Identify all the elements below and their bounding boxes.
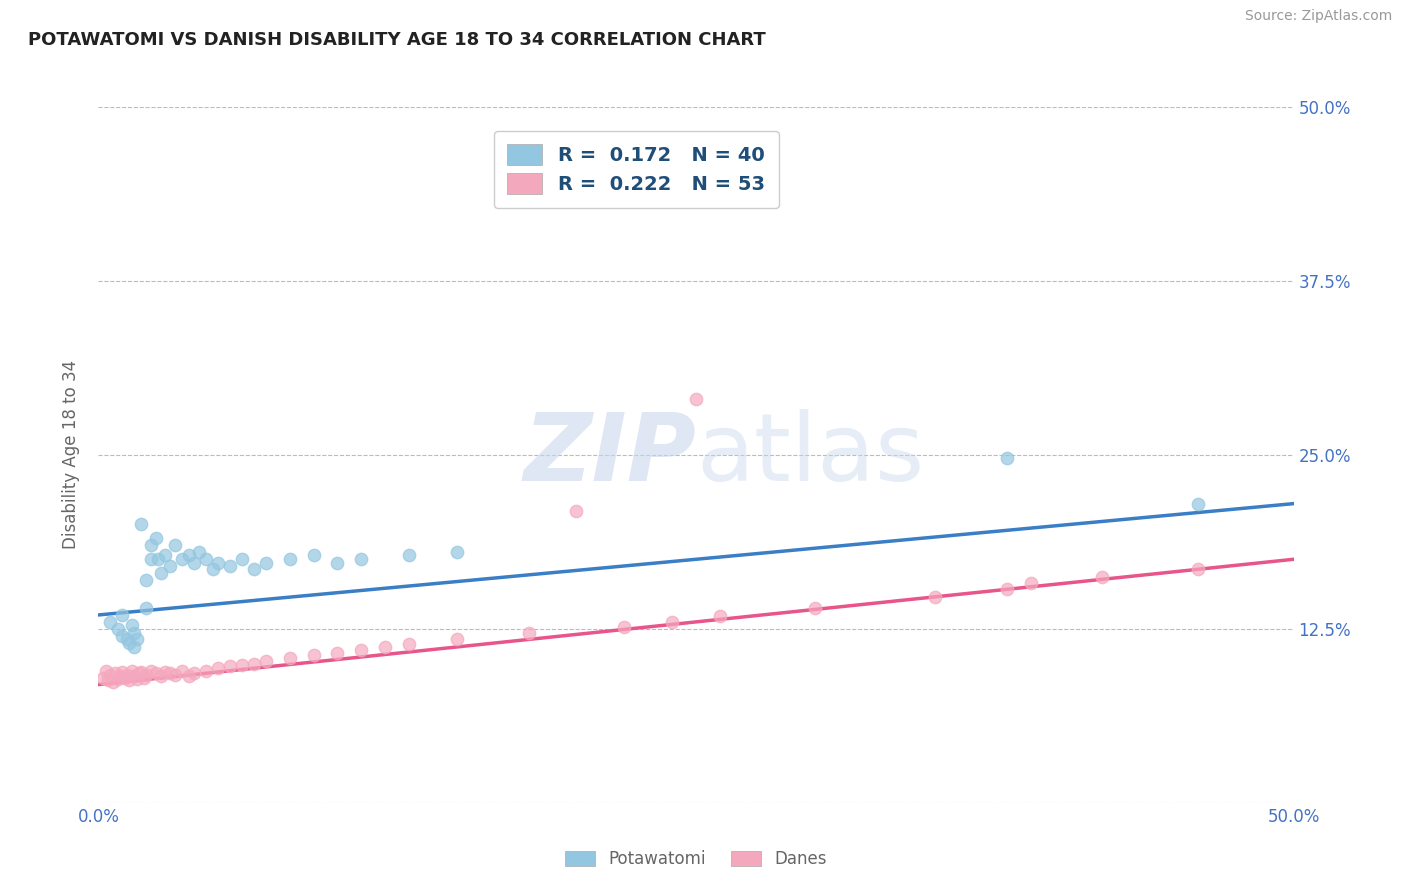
- Point: [159, 559, 181, 574]
- Point: [135, 573, 157, 587]
- Point: [125, 632, 148, 646]
- Point: [97, 673, 120, 688]
- Point: [118, 673, 141, 688]
- Point: [163, 667, 186, 681]
- Point: [1187, 562, 1209, 576]
- Point: [98, 615, 122, 629]
- Point: [709, 609, 731, 624]
- Point: [104, 666, 127, 681]
- Point: [91, 671, 114, 685]
- Point: [145, 666, 167, 681]
- Point: [121, 664, 143, 678]
- Point: [302, 548, 325, 562]
- Point: [302, 648, 325, 663]
- Point: [446, 632, 468, 646]
- Point: [159, 666, 181, 681]
- Point: [326, 557, 349, 571]
- Point: [115, 667, 138, 681]
- Point: [1187, 497, 1209, 511]
- Point: [278, 552, 301, 566]
- Text: POTAWATOMI VS DANISH DISABILITY AGE 18 TO 34 CORRELATION CHART: POTAWATOMI VS DANISH DISABILITY AGE 18 T…: [28, 31, 766, 49]
- Point: [350, 552, 373, 566]
- Point: [231, 552, 253, 566]
- Point: [111, 629, 134, 643]
- Point: [111, 607, 134, 622]
- Point: [995, 450, 1018, 465]
- Point: [374, 640, 396, 654]
- Point: [243, 657, 266, 671]
- Point: [804, 601, 827, 615]
- Point: [517, 626, 540, 640]
- Point: [107, 672, 129, 686]
- Point: [179, 669, 201, 683]
- Point: [243, 562, 266, 576]
- Point: [125, 672, 148, 686]
- Point: [995, 582, 1018, 596]
- Point: [149, 669, 172, 683]
- Point: [111, 665, 134, 679]
- Point: [132, 671, 155, 685]
- Point: [101, 674, 124, 689]
- Point: [139, 552, 162, 566]
- Point: [194, 664, 218, 678]
- Point: [924, 590, 946, 604]
- Point: [131, 665, 153, 679]
- Point: [231, 658, 253, 673]
- Point: [148, 552, 170, 566]
- Point: [94, 664, 117, 678]
- Point: [135, 667, 157, 681]
- Point: [1019, 576, 1042, 591]
- Point: [107, 622, 129, 636]
- Point: [685, 392, 707, 407]
- Point: [118, 636, 141, 650]
- Point: [131, 517, 153, 532]
- Point: [398, 548, 420, 562]
- Point: [172, 552, 194, 566]
- Point: [326, 646, 349, 660]
- Point: [254, 654, 277, 668]
- Point: [124, 626, 146, 640]
- Point: [121, 617, 143, 632]
- Point: [219, 659, 242, 673]
- Point: [207, 557, 229, 571]
- Point: [187, 545, 209, 559]
- Point: [172, 664, 194, 678]
- Text: atlas: atlas: [696, 409, 924, 501]
- Point: [446, 545, 468, 559]
- Point: [124, 640, 146, 654]
- Point: [254, 557, 277, 571]
- Point: [219, 559, 242, 574]
- Point: [124, 669, 146, 683]
- Point: [139, 538, 162, 552]
- Point: [98, 667, 122, 681]
- Point: [398, 637, 420, 651]
- Point: [145, 532, 167, 546]
- Y-axis label: Disability Age 18 to 34: Disability Age 18 to 34: [62, 360, 80, 549]
- Point: [149, 566, 172, 581]
- Point: [135, 601, 157, 615]
- Point: [114, 671, 136, 685]
- Legend: Potawatomi, Danes: Potawatomi, Danes: [558, 843, 834, 874]
- Point: [108, 669, 131, 683]
- Point: [115, 632, 138, 646]
- Point: [202, 562, 225, 576]
- Point: [1091, 570, 1114, 584]
- Point: [139, 664, 162, 678]
- Point: [183, 666, 205, 681]
- Point: [183, 557, 205, 571]
- Point: [661, 615, 683, 629]
- Point: [155, 665, 177, 679]
- Point: [155, 548, 177, 562]
- Point: [207, 661, 229, 675]
- Point: [613, 620, 636, 634]
- Point: [278, 651, 301, 665]
- Point: [163, 538, 186, 552]
- Point: [128, 666, 150, 681]
- Text: ZIP: ZIP: [523, 409, 696, 501]
- Text: Source: ZipAtlas.com: Source: ZipAtlas.com: [1244, 9, 1392, 23]
- Point: [194, 552, 218, 566]
- Point: [350, 642, 373, 657]
- Point: [565, 503, 588, 517]
- Point: [179, 548, 201, 562]
